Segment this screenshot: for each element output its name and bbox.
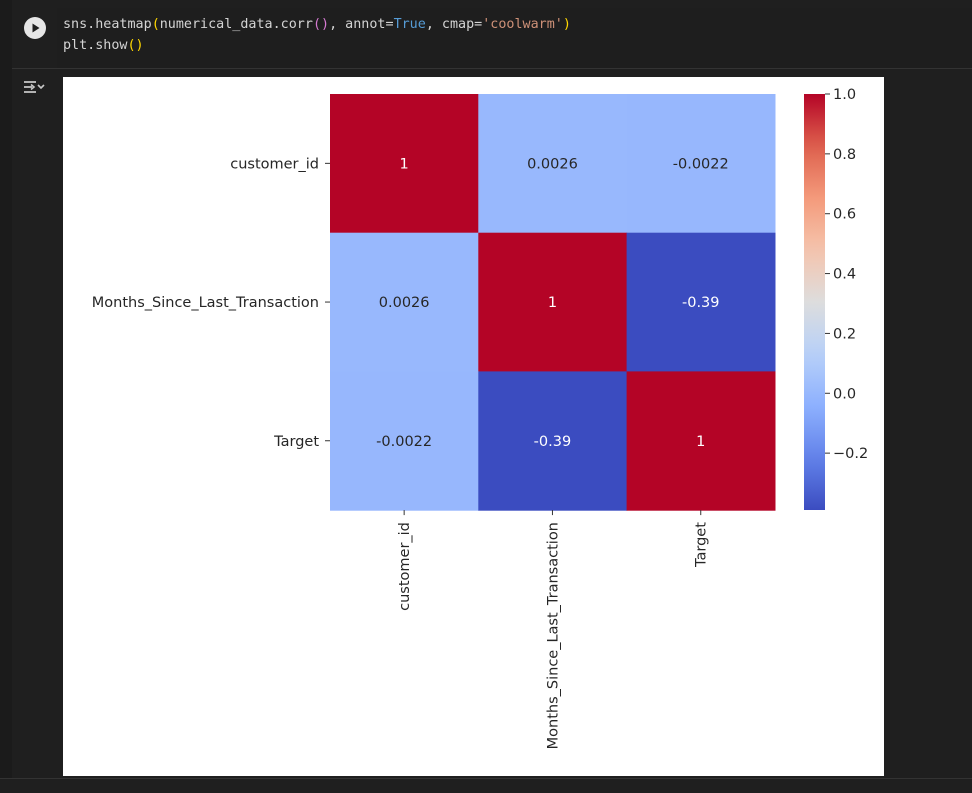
cell-annotation-2-0: -0.0022 [376, 434, 432, 450]
cell-annotation-0-0: 1 [400, 156, 409, 172]
column-label-2: Target [694, 522, 710, 568]
colorbar-tick-label-2: 0.6 [833, 207, 856, 223]
column-label-1: Months_Since_Last_Transaction [545, 522, 561, 749]
output-toggle-button[interactable] [22, 78, 46, 98]
heatmap-cell-0-2 [626, 94, 776, 234]
row-labels: customer_id Months_Since_Last_Transaction… [92, 156, 330, 450]
run-area [12, 0, 57, 69]
heatmap-cell-2-2 [626, 371, 776, 511]
colorbar-tick-label-3: 0.4 [833, 267, 856, 283]
cell-annotation-2-1: -0.39 [534, 434, 572, 450]
row-label-2: Target [273, 434, 319, 450]
heatmap-cell-1-2 [626, 232, 776, 372]
heatmap-chart: 1 0.0026 -0.0022 0.0026 1 -0.39 -0.0022 -0.39 1 … [92, 87, 868, 749]
cell-annotation-1-1: 1 [548, 295, 557, 311]
run-cell-button[interactable] [24, 17, 46, 39]
left-gutter [0, 0, 12, 792]
colorbar-tick-label-0: 1.0 [833, 87, 856, 103]
cell-annotation-1-0: 0.0026 [379, 295, 430, 311]
cell-output: 1 0.0026 -0.0022 0.0026 1 -0.39 -0.0022 -0.39 1 … [63, 77, 884, 776]
heatmap-cell-0-1 [478, 94, 628, 234]
code-line-1: sns.heatmap(numerical_data.corr(), annot… [63, 17, 571, 32]
code-cell[interactable]: sns.heatmap(numerical_data.corr(), annot… [12, 0, 972, 69]
colorbar-gradient [804, 94, 825, 510]
cell-divider [12, 68, 972, 69]
row-label-0: customer_id [230, 156, 319, 172]
code-editor[interactable]: sns.heatmap(numerical_data.corr(), annot… [57, 8, 972, 68]
code-line-2: plt.show() [63, 38, 144, 53]
cell-annotation-2-2: 1 [696, 434, 705, 450]
output-toggle-icon [24, 81, 45, 93]
row-label-1: Months_Since_Last_Transaction [92, 295, 319, 311]
heatmap-cell-2-1 [478, 371, 628, 511]
column-label-0: customer_id [397, 522, 413, 611]
colorbar-tick-label-1: 0.8 [833, 147, 856, 163]
heatmap-cell-1-0 [330, 232, 479, 372]
colorbar-tick-label-4: 0.2 [833, 326, 856, 342]
cell-annotation-0-2: -0.0022 [673, 156, 729, 172]
play-icon [32, 23, 40, 33]
colorbar-tick-label-5: 0.0 [833, 386, 856, 402]
heatmap-cell-2-0 [330, 371, 479, 511]
cell-annotation-1-2: -0.39 [682, 295, 720, 311]
heatmap-cells: 1 0.0026 -0.0022 0.0026 1 -0.39 -0.0022 -0.39 1 [330, 94, 776, 511]
colorbar-tick-label-6: −0.2 [833, 446, 868, 462]
column-labels: customer_id Months_Since_Last_Transaction… [397, 510, 710, 749]
bottom-bar [0, 778, 972, 793]
colorbar: 1.0 0.8 0.6 0.4 0.2 0.0 −0.2 [804, 87, 868, 510]
heatmap-cell-1-1 [478, 232, 628, 372]
heatmap-cell-0-0 [330, 94, 479, 234]
cell-annotation-0-1: 0.0026 [527, 156, 578, 172]
